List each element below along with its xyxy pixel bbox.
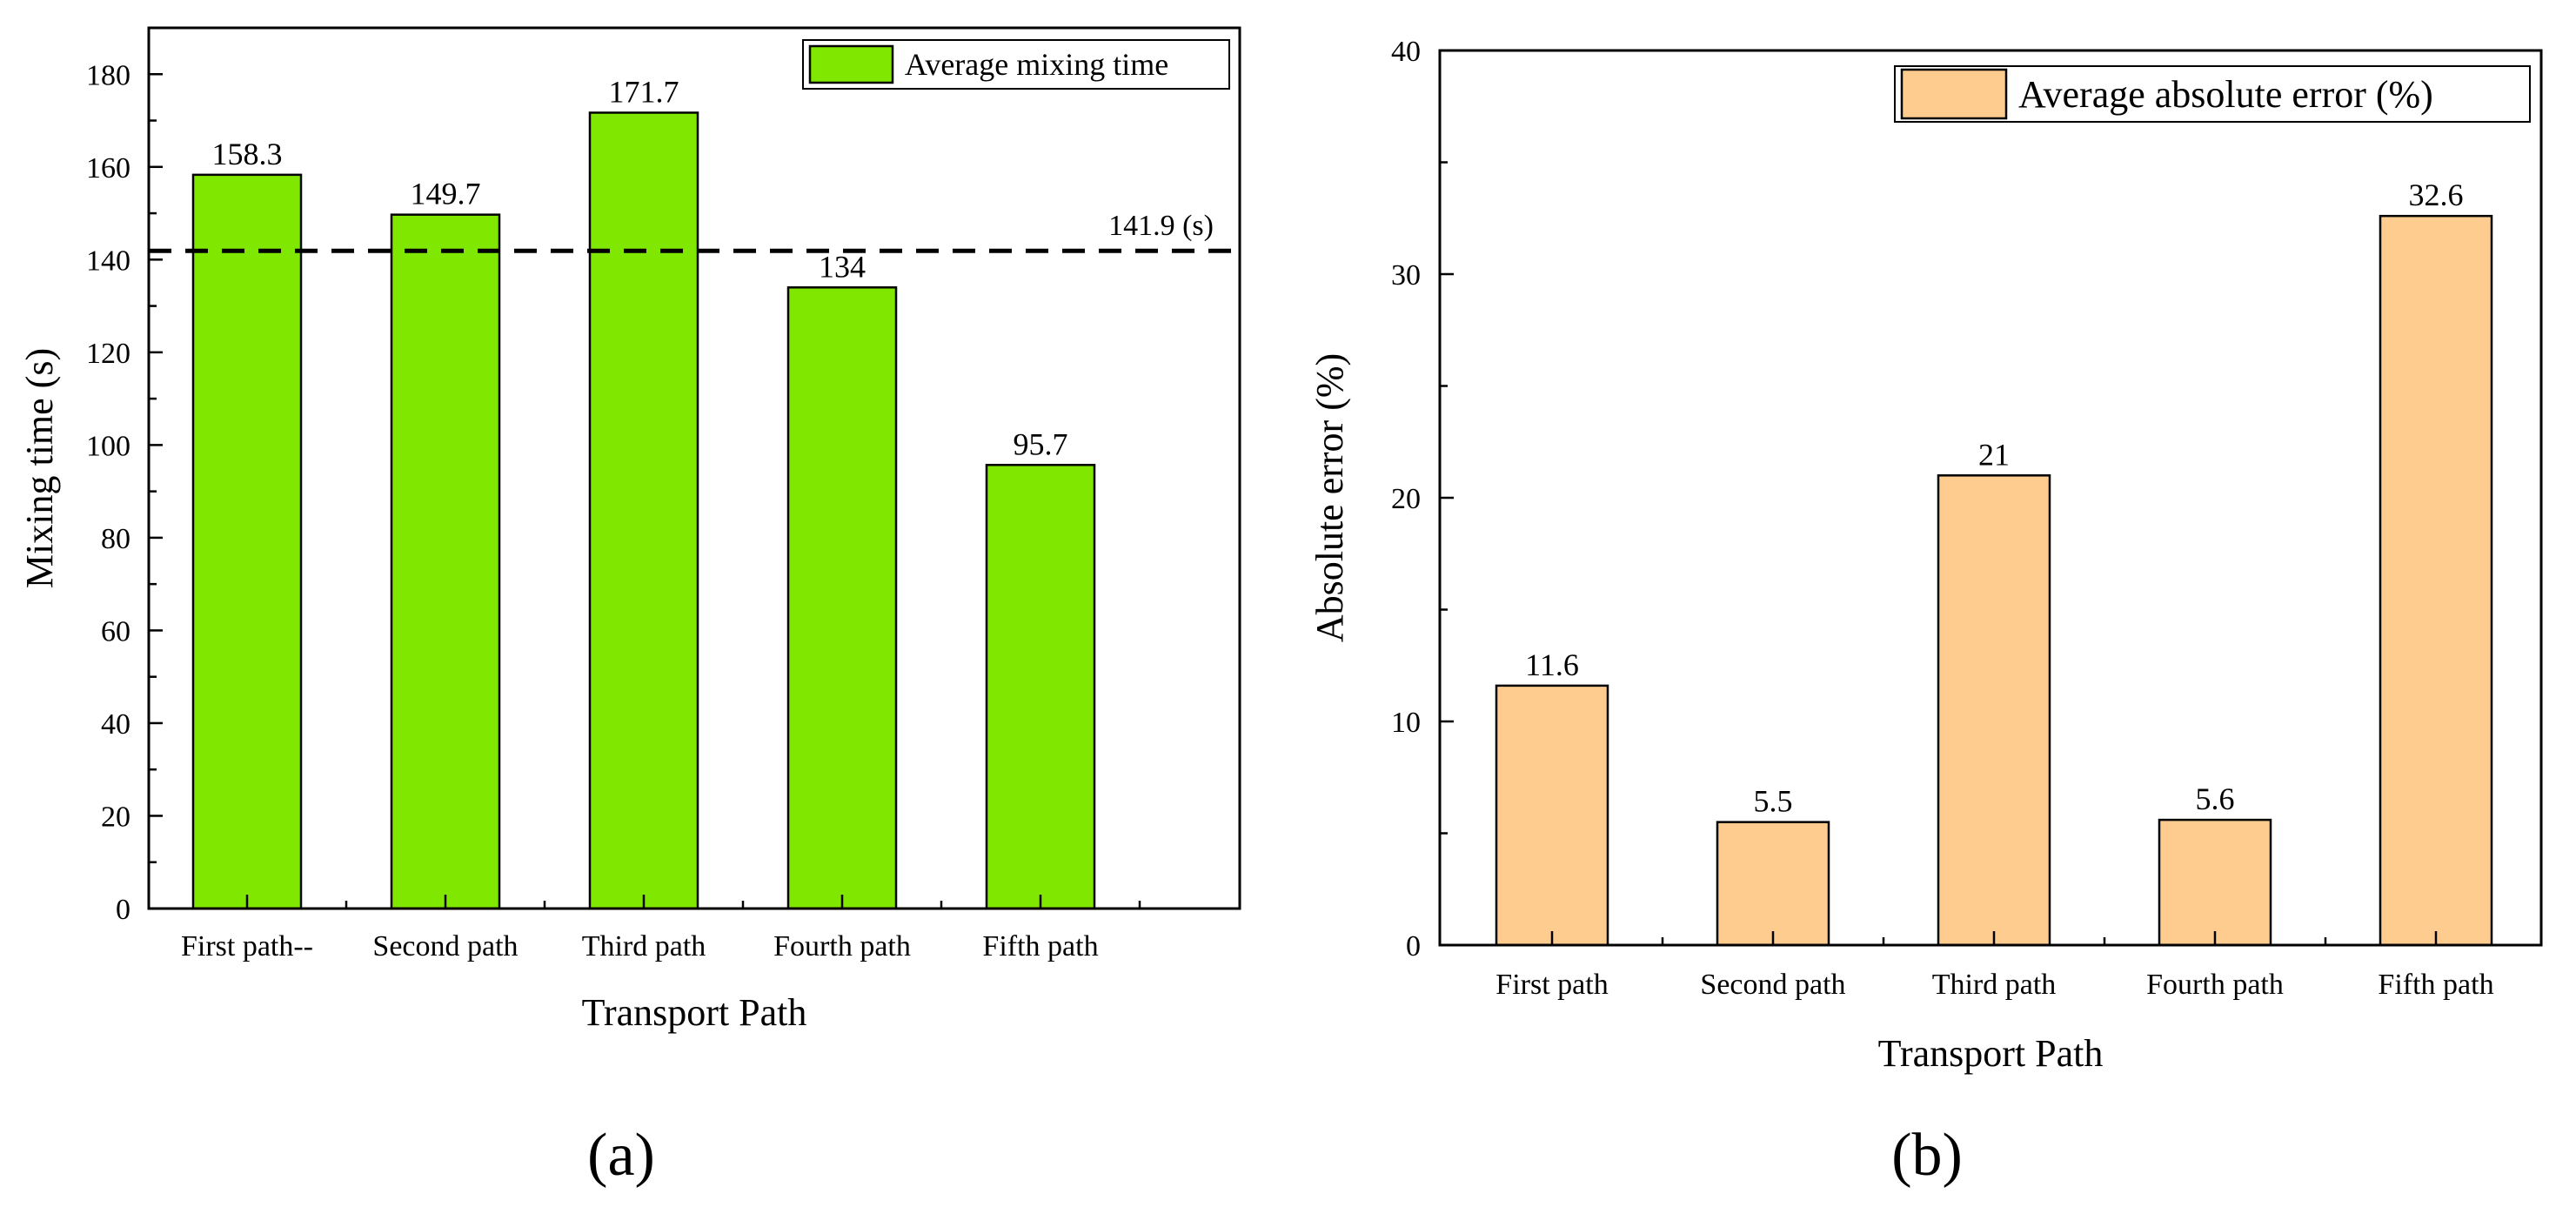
xtick-label-b-2: Second path: [1700, 969, 1845, 1001]
x-axis-title-b: Transport Path: [1878, 1032, 2104, 1075]
ytick-label-a-2: 40: [101, 708, 130, 741]
data-label-a-1: 158.3: [212, 137, 283, 171]
ytick-label-b-1: 10: [1391, 707, 1421, 739]
data-label-b-3: 21: [1978, 437, 2010, 472]
ytick-label-a-5: 100: [86, 430, 130, 462]
legend-swatch-a: [808, 44, 894, 84]
reference-line-label: 141.9 (s): [1108, 210, 1214, 242]
bar-b-1: [1495, 684, 1609, 947]
ytick-label-a-9: 180: [86, 59, 130, 91]
xtick-label-a-1: First path--: [181, 930, 313, 962]
legend-label-a: Average mixing time: [905, 47, 1168, 82]
data-label-a-3: 171.7: [609, 74, 679, 109]
ytick-label-b-3: 30: [1391, 259, 1421, 292]
data-label-b-4: 5.6: [2196, 781, 2235, 816]
xtick-label-b-1: First path: [1495, 969, 1608, 1001]
xtick-label-a-2: Second path: [372, 930, 518, 962]
data-label-b-2: 5.5: [1754, 784, 1793, 819]
panel-label-b: (b): [1891, 1122, 1963, 1189]
x-axis-title-a: Transport Path: [582, 991, 807, 1034]
data-label-b-5: 32.6: [2409, 178, 2464, 212]
ytick-label-a-3: 60: [101, 615, 130, 647]
panel-label-a: (a): [587, 1122, 655, 1189]
ytick-label-b-2: 20: [1391, 483, 1421, 515]
chart-absolute-error: 11.6 5.5 21 5.6 32.6 0 10 20 30 40 First path Secon…: [1308, 36, 2543, 1075]
xtick-label-a-3: Third path: [582, 930, 706, 962]
data-label-a-4: 134: [819, 249, 866, 284]
bar-a-2: [390, 213, 501, 910]
xtick-label-b-3: Third path: [1932, 969, 2057, 1001]
ytick-label-a-8: 160: [86, 152, 130, 184]
data-label-b-1: 11.6: [1525, 647, 1579, 682]
xtick-label-b-4: Fourth path: [2146, 969, 2284, 1001]
legend-b: Average absolute error (%): [1894, 65, 2531, 123]
ytick-label-a-6: 120: [86, 338, 130, 370]
ytick-label-b-0: 0: [1406, 930, 1421, 962]
y-axis-title-b: Absolute error (%): [1308, 353, 1351, 642]
chart-mixing-time: 158.3 149.7 171.7 134 95.7 141.9 (s) 0 20 40 60 80…: [18, 26, 1241, 1034]
ytick-label-b-4: 40: [1391, 36, 1421, 68]
bar-a-3: [588, 111, 699, 910]
ytick-label-a-1: 20: [101, 801, 130, 833]
bar-b-5: [2379, 214, 2493, 947]
bar-a-1: [191, 173, 303, 910]
bar-b-2: [1716, 821, 1830, 947]
data-label-a-5: 95.7: [1014, 426, 1068, 461]
data-label-a-2: 149.7: [411, 177, 481, 211]
xtick-label-a-5: Fifth path: [982, 930, 1098, 962]
plot-frame-a: [147, 26, 1241, 910]
xtick-label-a-4: Fourth path: [773, 930, 911, 962]
bar-b-4: [2158, 818, 2272, 947]
bar-a-4: [786, 286, 898, 910]
ytick-label-a-4: 80: [101, 523, 130, 555]
ytick-label-a-7: 140: [86, 245, 130, 277]
ytick-label-a-0: 0: [116, 894, 130, 926]
legend-label-b: Average absolute error (%): [2018, 73, 2433, 116]
bar-b-3: [1937, 474, 2051, 947]
y-axis-title-a: Mixing time (s): [18, 348, 61, 588]
xtick-label-b-5: Fifth path: [2378, 969, 2493, 1001]
bar-a-5: [985, 464, 1096, 910]
legend-a: Average mixing time: [802, 39, 1230, 90]
legend-swatch-b: [1900, 68, 2008, 120]
